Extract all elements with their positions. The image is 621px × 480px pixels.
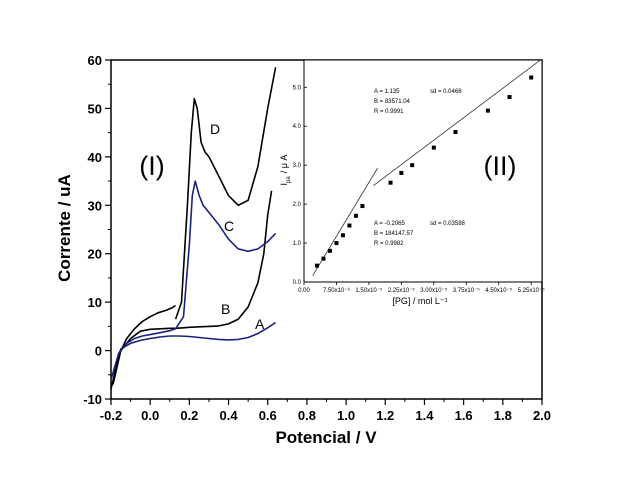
inset-y-axis-label: Ipa / μ A (279, 155, 292, 186)
panel-label-ii: (II) (484, 151, 517, 181)
main-y-tick-label: 0 (95, 344, 102, 359)
main-x-tick-label: 0.4 (220, 408, 239, 423)
main-series-group (110, 67, 277, 390)
inset-y-ticks: 0.0 1.0 2.0 3.0 4.0 5.0 (293, 85, 307, 286)
fit-annotation-lower: A = -0.2065 sd = 0.03588 B = 184147.57 R… (374, 221, 466, 247)
voltammogram-curve-a (112, 321, 277, 376)
inset-y-tick-label: 5.0 (293, 85, 302, 91)
inset-data-point (360, 204, 365, 209)
curve-label-a: A (255, 316, 265, 332)
main-x-tick-label: 0.0 (141, 408, 159, 423)
main-y-tick-label: 50 (88, 101, 102, 116)
main-y-axis-label: Corrente / uA (55, 174, 74, 282)
inset-y-label-main: I (279, 183, 289, 186)
inset-x-tick-label: 0.00 (298, 288, 310, 294)
fit1-sd: sd = 0.03588 (430, 221, 466, 227)
inset-x-tick-label: 7.50x10⁻⁶ (323, 287, 351, 294)
inset-data-point (321, 256, 326, 261)
panel-label-i: (I) (139, 151, 164, 181)
main-x-tick-label: 1.6 (455, 408, 473, 423)
inset-y-tick-label: 0.0 (293, 280, 302, 286)
fit2-a: A = 1.135 (374, 89, 400, 95)
inset-data-point (327, 248, 332, 253)
inset-x-tick-label: 4.50x10⁻⁵ (485, 287, 513, 294)
inset-data-point (347, 223, 352, 228)
inset-fit-line-2 (372, 60, 541, 187)
inset-y-label-unit: / μ A (279, 155, 289, 174)
main-x-ticks: -0.2 0.0 0.2 0.4 0.6 0.8 1.0 1.2 1.4 1.6 1.8 2.0 (100, 399, 551, 423)
inset-y-label-sub: pa (286, 176, 292, 183)
main-y-tick-label: -10 (83, 392, 102, 407)
main-y-ticks: -10 0 10 20 30 40 50 60 (83, 53, 111, 407)
main-x-tick-label: -0.2 (100, 408, 122, 423)
inset-y-tick-label: 1.0 (293, 241, 302, 247)
inset-x-axis-label: [PG] / mol L⁻¹ (392, 296, 447, 306)
inset-data-points (314, 75, 534, 268)
curve-label-b: B (221, 301, 230, 317)
main-y-tick-label: 10 (88, 295, 102, 310)
fit2-r: R = 0.9991 (374, 109, 404, 115)
inset-x-tick-label: 3.75x10⁻⁵ (453, 287, 481, 294)
main-x-axis-label: Potencial / V (275, 428, 377, 447)
fit1-b: B = 184147.57 (374, 231, 414, 237)
inset-data-point (314, 263, 319, 268)
main-x-tick-label: 2.0 (533, 408, 551, 423)
voltammogram-return-sweep-4 (110, 304, 177, 390)
inset-data-point (410, 163, 415, 168)
inset-x-tick-label: 3.00x10⁻⁵ (420, 287, 448, 294)
fit2-sd: sd = 0.0468 (430, 89, 462, 95)
main-chart-voltammogram: -0.2 0.0 0.2 0.4 0.6 0.8 1.0 1.2 1.4 1.6 1.8 2.0 -1… (55, 53, 551, 447)
inset-data-point (388, 180, 393, 185)
main-x-tick-label: 1.4 (415, 408, 434, 423)
inset-x-ticks: 0.00 7.50x10⁻⁶ 1.50x10⁻⁵ 2.25x10⁻⁵ 3.00x10⁻⁵… (298, 282, 545, 294)
voltammogram-return-sweep-5 (110, 328, 176, 380)
inset-data-point (431, 145, 436, 150)
inset-data-point (340, 233, 345, 238)
inset-data-point (399, 170, 404, 175)
inset-x-tick-label: 1.50x10⁻⁵ (355, 287, 383, 294)
inset-data-point (353, 213, 358, 218)
inset-data-point (485, 108, 490, 113)
fit2-b: B = 83571.04 (374, 99, 411, 105)
inset-y-tick-label: 3.0 (293, 163, 302, 169)
inset-x-tick-label: 5.25x10⁻⁵ (518, 287, 546, 294)
fit1-a: A = -0.2065 (374, 221, 406, 227)
inset-x-tick-label: 2.25x10⁻⁵ (388, 287, 416, 294)
voltammogram-curve-b (112, 190, 273, 385)
main-x-tick-label: 1.0 (337, 408, 355, 423)
main-y-tick-label: 60 (88, 53, 102, 68)
main-y-tick-label: 30 (88, 198, 102, 213)
curve-label-d: D (210, 121, 220, 137)
main-y-tick-label: 40 (88, 150, 102, 165)
inset-y-tick-label: 2.0 (293, 202, 302, 208)
main-x-tick-label: 0.2 (180, 408, 198, 423)
svg-text:Ipa/ μ A: Ipa / μ A (279, 155, 292, 186)
voltammogram-curve-c (174, 180, 277, 330)
fit-annotation-upper: A = 1.135 sd = 0.0468 B = 83571.04 R = 0… (374, 89, 462, 115)
main-y-tick-label: 20 (88, 247, 102, 262)
inset-background (304, 60, 542, 282)
fit1-r: R = 0.9982 (374, 241, 404, 247)
voltammogram-curve-d (174, 67, 277, 320)
inset-data-point (529, 75, 534, 80)
inset-y-tick-label: 4.0 (293, 124, 302, 130)
main-x-tick-label: 1.8 (494, 408, 512, 423)
main-x-tick-label: 0.6 (259, 408, 277, 423)
inset-data-point (334, 241, 339, 246)
inset-data-point (507, 95, 512, 99)
main-x-tick-label: 0.8 (298, 408, 316, 423)
main-x-tick-label: 1.2 (376, 408, 394, 423)
inset-chart-calibration: 0.00 7.50x10⁻⁶ 1.50x10⁻⁵ 2.25x10⁻⁵ 3.00x10⁻⁵… (279, 59, 545, 306)
curve-label-c: C (224, 218, 234, 234)
inset-data-point (453, 130, 458, 135)
